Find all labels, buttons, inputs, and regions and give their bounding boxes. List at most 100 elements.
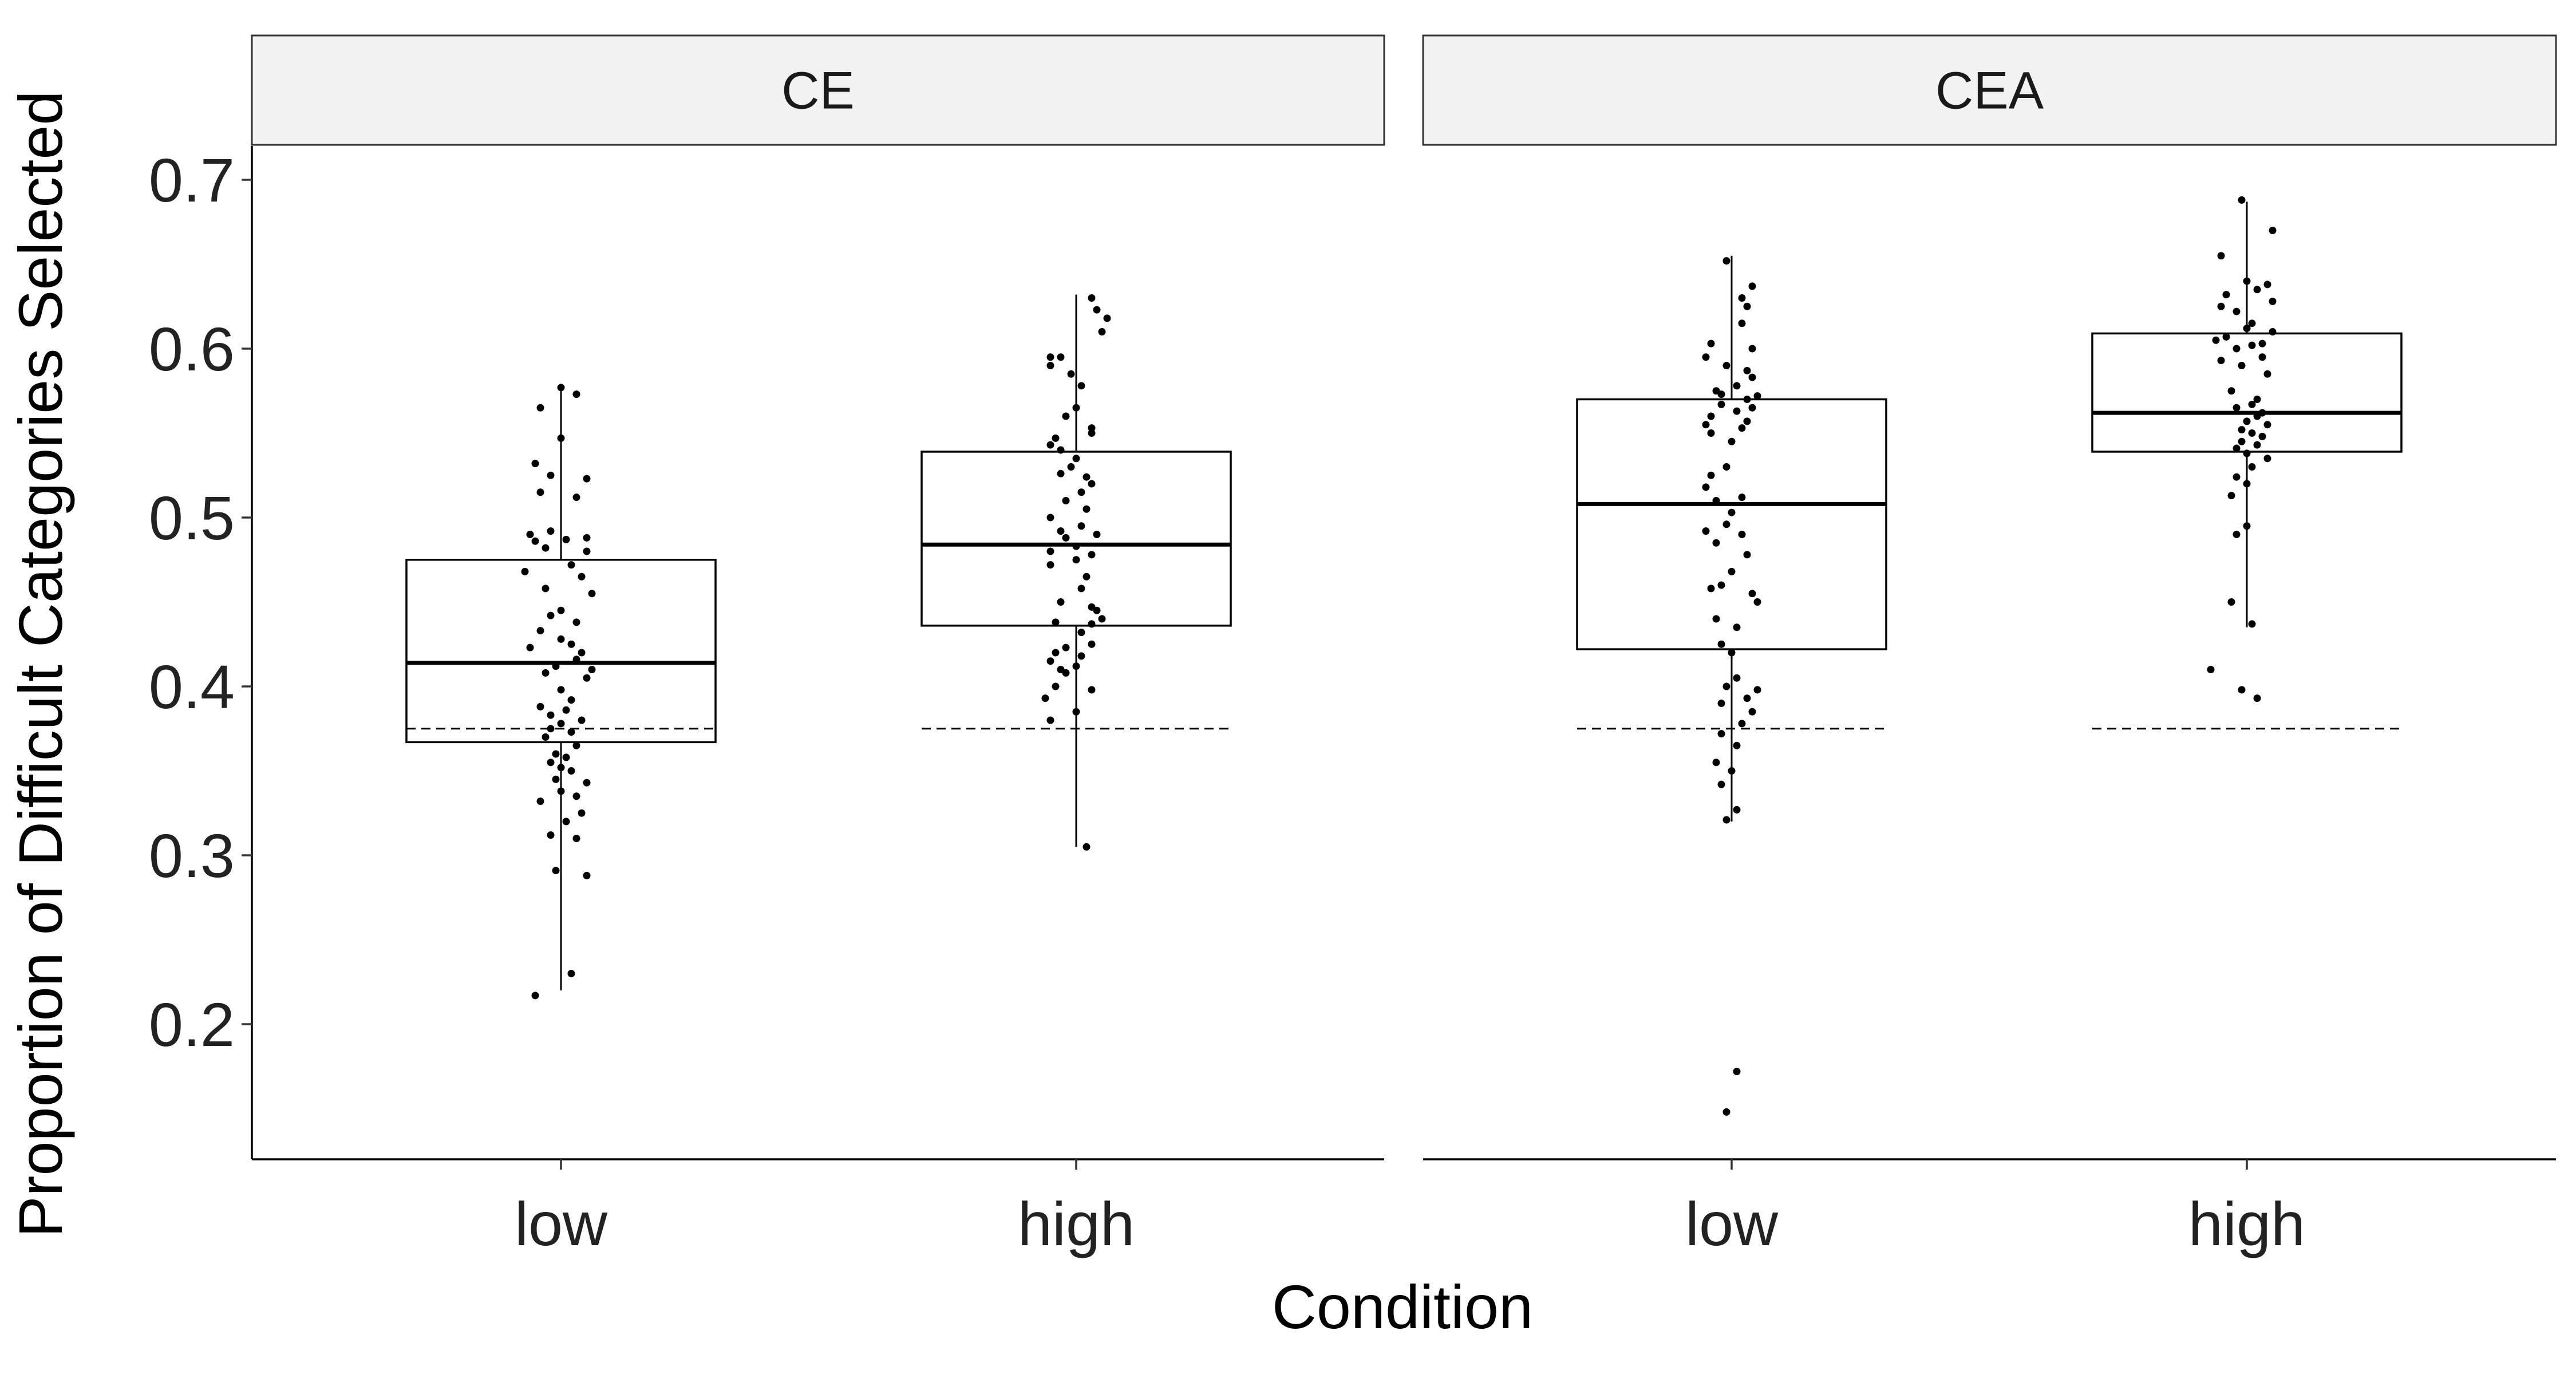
data-point	[1733, 623, 1741, 631]
data-point	[1722, 816, 1730, 824]
x-tick-label: high	[2188, 1189, 2305, 1258]
data-point	[1067, 370, 1075, 378]
x-axis-title: Condition	[1272, 1272, 1533, 1341]
data-point	[1748, 373, 1756, 381]
data-point	[1748, 345, 1756, 353]
data-point	[2238, 437, 2246, 445]
data-point	[2217, 357, 2225, 365]
data-point	[2258, 432, 2266, 440]
data-point	[1052, 618, 1060, 626]
data-point	[1088, 686, 1096, 694]
data-point	[578, 716, 586, 724]
data-point	[1702, 527, 1710, 535]
data-point	[1722, 520, 1730, 528]
data-point	[542, 733, 550, 741]
data-point	[1722, 682, 1730, 690]
data-point	[2243, 449, 2251, 457]
data-point	[552, 867, 560, 875]
data-point	[1046, 561, 1054, 569]
data-point	[542, 669, 550, 677]
data-point	[2222, 333, 2230, 341]
data-point	[547, 611, 555, 619]
data-point	[1077, 652, 1085, 660]
data-point	[2227, 492, 2235, 500]
data-point	[1067, 463, 1075, 471]
data-point	[552, 662, 560, 670]
data-point	[1093, 306, 1101, 314]
data-point	[572, 835, 580, 842]
data-point	[1717, 640, 1725, 648]
data-point	[1738, 531, 1746, 538]
data-point	[547, 711, 555, 719]
data-point	[583, 547, 591, 555]
data-point	[2233, 473, 2241, 481]
data-point	[531, 537, 539, 545]
data-point	[557, 686, 565, 694]
data-point	[583, 475, 591, 483]
data-point	[1733, 674, 1741, 682]
data-point	[583, 674, 591, 682]
data-point	[552, 750, 560, 758]
data-point	[2233, 531, 2241, 538]
data-point	[2253, 396, 2261, 403]
data-point	[1052, 682, 1060, 690]
data-point	[531, 992, 539, 1000]
data-point	[1738, 294, 1746, 302]
data-point	[572, 618, 580, 626]
box-group-high: high	[920, 294, 1232, 1258]
data-point	[2263, 455, 2271, 463]
data-point	[1722, 257, 1730, 265]
data-point	[1707, 585, 1715, 593]
data-point	[1728, 649, 1736, 657]
data-point	[562, 706, 570, 714]
data-point	[1082, 505, 1091, 513]
data-point	[1077, 382, 1085, 390]
data-point	[1046, 441, 1054, 449]
data-point	[1057, 666, 1065, 673]
data-point	[2222, 291, 2230, 299]
data-point	[567, 696, 575, 704]
data-point	[1707, 339, 1715, 348]
data-point	[1748, 404, 1756, 412]
panels-layer: CE 0.2 0.3 0.4 0.5 0.6 0.7 low high CEA low high	[149, 34, 2557, 1258]
data-point	[1748, 708, 1756, 716]
data-point	[536, 627, 544, 635]
data-point	[567, 970, 575, 977]
data-point	[1753, 686, 1761, 694]
data-point	[1733, 741, 1741, 749]
data-point	[557, 764, 565, 772]
data-point	[1733, 1068, 1741, 1076]
data-point	[1098, 328, 1106, 335]
data-point	[562, 753, 570, 761]
data-point	[583, 871, 591, 879]
data-point	[1728, 567, 1736, 575]
data-point	[1072, 662, 1080, 670]
data-point	[2253, 694, 2261, 702]
data-point	[583, 534, 591, 542]
panel-cea: CEA low high	[1422, 34, 2557, 1258]
data-point	[2258, 339, 2266, 348]
data-point	[1743, 396, 1751, 403]
data-point	[588, 666, 596, 673]
data-point	[578, 649, 586, 657]
facet-strip	[1422, 34, 2557, 146]
data-point	[542, 585, 550, 593]
box	[405, 559, 717, 744]
data-point	[1046, 353, 1054, 361]
data-point	[1743, 302, 1751, 310]
facet-strip	[251, 34, 1385, 146]
data-point	[2263, 281, 2271, 289]
data-point	[1712, 539, 1720, 547]
data-point	[1082, 572, 1091, 581]
data-point	[547, 471, 555, 479]
facet-label: CEA	[1935, 62, 2044, 120]
x-tick-label: low	[515, 1189, 608, 1258]
data-point	[1743, 551, 1751, 559]
data-point	[2212, 336, 2220, 344]
data-point	[572, 792, 580, 800]
data-point	[1062, 534, 1070, 542]
data-point	[572, 656, 580, 664]
data-point	[578, 809, 586, 817]
data-point	[526, 643, 534, 652]
